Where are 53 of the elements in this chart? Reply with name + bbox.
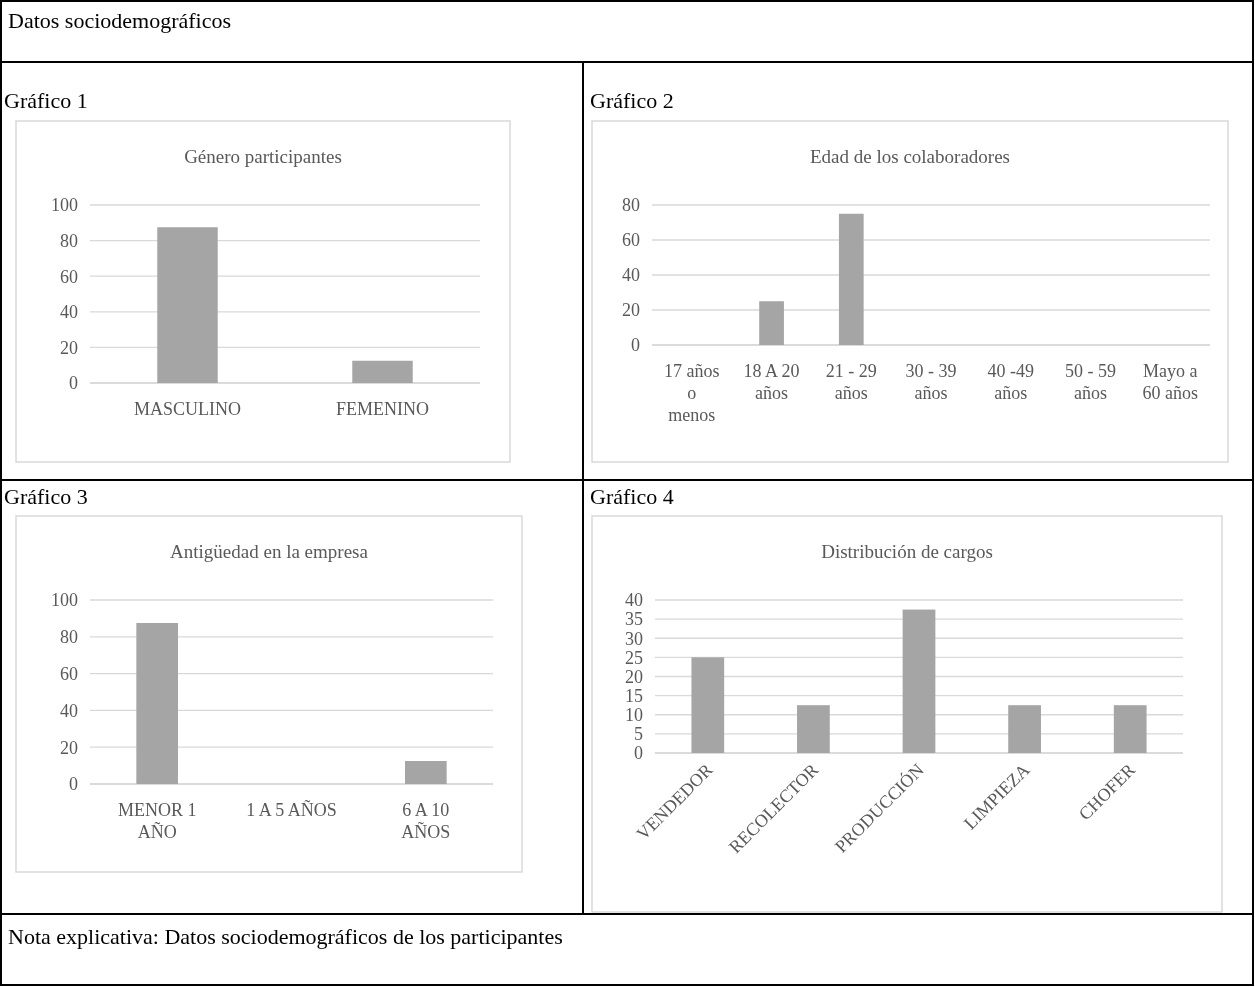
chart-subtitle: Gráfico 3 [4, 484, 88, 509]
chart-title: Edad de los colaboradores [810, 146, 1010, 167]
x-tick-label: 50 - 59 años [1064, 361, 1116, 403]
y-tick-label: 20 [622, 300, 640, 321]
y-tick-label: 0 [631, 335, 640, 356]
x-tick-label: MASCULINO [133, 399, 242, 419]
x-tick-label: 1 A 5 AÑOS [246, 799, 337, 820]
y-tick-label: 20 [60, 337, 78, 358]
chart-subtitle: Gráfico 4 [590, 484, 674, 509]
y-tick-label: 15 [625, 685, 643, 706]
x-tick-label: MENOR 1 AÑO [117, 800, 197, 842]
bar [1113, 705, 1147, 753]
x-tick-label: FEMENINO [336, 399, 429, 419]
y-tick-label: 80 [60, 230, 78, 251]
chart-subtitle: Gráfico 1 [4, 88, 88, 113]
x-tick-label: 6 A 10 AÑOS [401, 800, 451, 842]
x-tick-label: 30 - 39 años [905, 361, 957, 403]
x-tick-label: 21 - 29 años [825, 361, 877, 403]
chart-subtitle: Gráfico 2 [590, 88, 674, 113]
text: Nota explicativa: Datos sociodemográficos de los participantes [8, 924, 563, 949]
chart-title: Antigüedad en la empresa [170, 541, 369, 562]
y-tick-label: 5 [634, 724, 643, 745]
y-tick-label: 60 [622, 230, 640, 251]
y-tick-label: 100 [51, 590, 78, 611]
y-tick-label: 20 [60, 737, 78, 758]
y-tick-label: 40 [625, 590, 643, 611]
y-tick-label: 0 [69, 373, 78, 394]
y-tick-label: 40 [60, 700, 78, 721]
y-tick-label: 40 [622, 265, 640, 286]
text: Datos sociodemográficos [8, 8, 231, 33]
y-tick-label: 35 [625, 609, 643, 630]
bar [1008, 705, 1041, 753]
bar [797, 705, 830, 753]
bar [691, 657, 725, 753]
y-tick-label: 20 [625, 666, 643, 687]
x-tick-label: 40 -49 años [987, 361, 1034, 403]
y-tick-label: 0 [69, 774, 78, 795]
y-tick-label: 80 [622, 195, 640, 216]
chart-title: Distribución de cargos [821, 541, 993, 562]
y-tick-label: 0 [634, 743, 643, 764]
x-tick-label: Mayo a 60 años [1142, 361, 1198, 403]
y-tick-label: 60 [60, 663, 78, 684]
y-tick-label: 80 [60, 627, 78, 648]
x-tick-label: 17 años o menos [664, 361, 720, 425]
y-tick-label: 30 [625, 628, 643, 649]
x-tick-label: 18 A 20 años [743, 361, 800, 403]
bar [902, 609, 936, 753]
y-tick-label: 25 [625, 647, 643, 668]
y-tick-label: 40 [60, 302, 78, 323]
chart-title: Género participantes [184, 146, 342, 167]
y-tick-label: 10 [625, 705, 643, 726]
y-tick-label: 100 [51, 195, 78, 216]
y-tick-label: 60 [60, 266, 78, 287]
